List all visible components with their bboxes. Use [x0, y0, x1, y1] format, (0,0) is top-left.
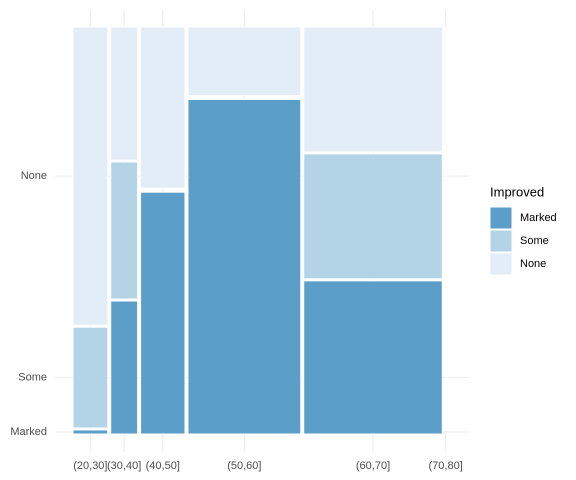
legend-label: Some [520, 235, 549, 247]
tile [110, 300, 139, 435]
tile [444, 26, 447, 431]
legend-key [489, 206, 513, 230]
tile [187, 99, 302, 435]
tile [72, 429, 109, 435]
x-tick-label: (20,30] [73, 460, 107, 472]
legend-label: Marked [520, 212, 557, 224]
tile [110, 26, 139, 161]
legend-key [489, 229, 513, 253]
marks [72, 26, 447, 435]
tile [72, 326, 109, 429]
x-tick-label: (30,40] [107, 460, 141, 472]
y-tick-label: Marked [10, 426, 47, 438]
y-tick-label: None [21, 170, 47, 182]
x-tick-label: (40,50] [146, 460, 180, 472]
tile [140, 191, 186, 435]
legend-key [489, 252, 513, 276]
x-tick-label: (60,70] [356, 460, 390, 472]
tile [303, 280, 443, 435]
legend-title: Improved [490, 184, 544, 199]
tile [303, 26, 443, 153]
tile [187, 26, 302, 97]
legend-label: None [520, 258, 546, 270]
tile [72, 26, 109, 326]
tile [140, 26, 186, 189]
x-tick-label: (50,60] [227, 460, 261, 472]
tile [110, 161, 139, 300]
y-tick-label: Some [18, 372, 47, 384]
tile [303, 153, 443, 280]
x-tick-label: (70,80] [429, 460, 463, 472]
